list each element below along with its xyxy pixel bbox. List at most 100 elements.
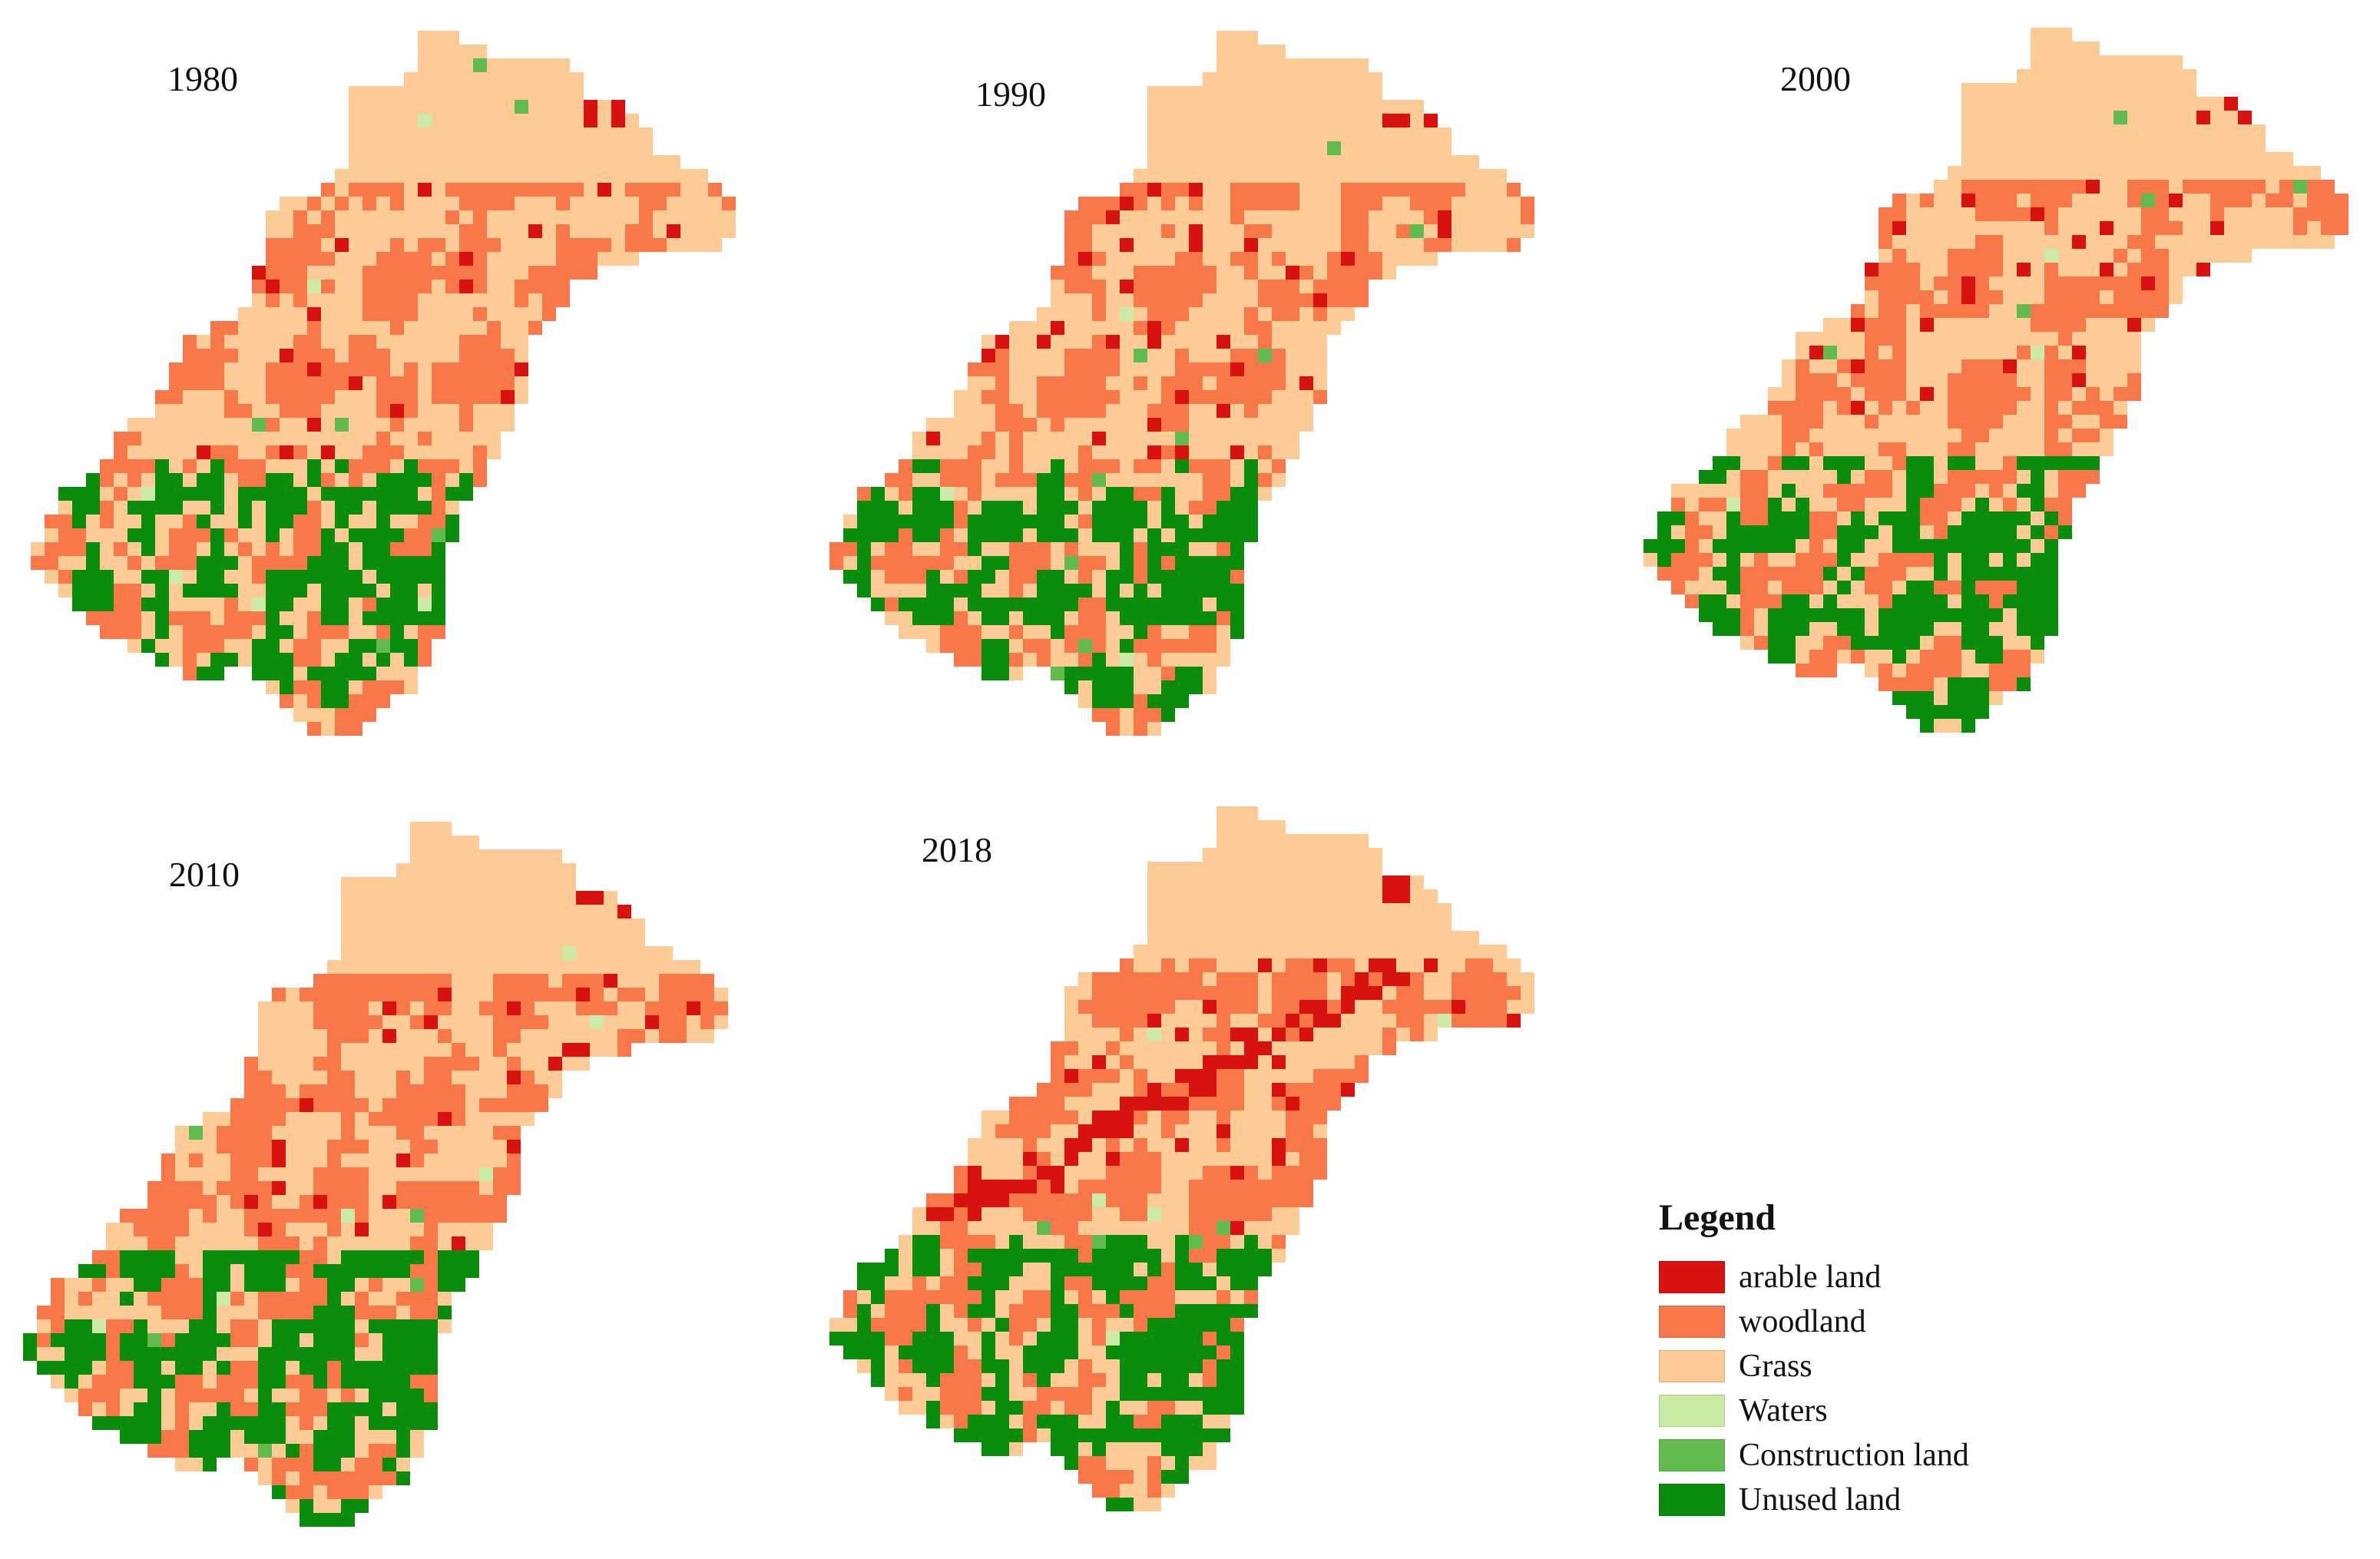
map-cell [452,1071,465,1084]
map-cell [981,473,995,487]
map-cell [1051,445,1064,459]
map-cell [1092,639,1106,653]
map-cell [1230,875,1244,889]
map-cell [1865,415,1879,429]
map-cell [659,946,673,960]
map-cell [272,1236,286,1250]
map-cell [390,542,404,556]
map-cell [78,1278,92,1292]
map-cell [1906,276,1920,290]
map-cell [1216,390,1230,404]
map-cell [1934,194,1948,207]
map-cell [611,127,625,141]
map-cell [1037,335,1051,349]
map-cell [1092,694,1106,708]
map-cell [479,1126,493,1140]
map-cell [1975,456,1989,470]
map-cell [1175,667,1189,680]
map-cell [382,1347,396,1361]
map-cell [926,459,940,473]
map-cell [1313,293,1327,307]
map-cell [127,501,141,515]
map-cell [899,542,912,556]
map-cell [459,238,473,252]
map-cell [1092,528,1106,542]
map-cell [479,1209,493,1223]
map-cell [432,528,445,542]
map-cell [2017,207,2031,221]
map-cell [1189,238,1203,252]
map-cell [189,1319,203,1333]
map-cell [120,1361,134,1375]
map-cell [224,432,238,445]
map-cell [410,849,424,863]
map-cell [1796,525,1809,539]
map-cell [238,335,252,349]
map-cell [1410,917,1424,931]
map-cell [1203,515,1216,528]
map-cell [189,1209,203,1223]
map-cell [2017,373,2031,387]
map-cell [1189,349,1203,362]
map-cell [2196,152,2210,166]
map-cell [2086,456,2100,470]
map-cell [327,1250,341,1264]
map-cell [694,169,708,183]
map-cell [280,349,293,362]
map-cell [120,1375,134,1389]
map-cell [1740,581,1754,594]
map-cell [1244,917,1258,931]
map-cell [321,653,335,667]
map-cell [1906,373,1920,387]
map-cell [515,376,528,390]
map-cell [114,459,127,473]
map-cell [1823,511,1837,525]
map-cell [390,183,404,197]
map-cell [183,376,197,390]
map-cell [382,1292,396,1306]
map-cell [438,1223,452,1236]
map-cell [611,169,625,183]
map-cell [189,1361,203,1375]
map-cell [2266,180,2279,194]
map-cell [1134,584,1147,597]
map-cell [542,280,556,293]
map-cell [2072,415,2086,429]
map-cell [258,1444,272,1458]
map-cell [321,321,335,335]
map-cell [1327,931,1341,945]
map-cell [307,611,321,625]
map-cell [1961,83,1975,97]
map-cell [1189,183,1203,197]
map-cell [1865,373,1879,387]
map-cell [404,280,418,293]
map-cell [1120,722,1134,736]
map-cell [1879,650,1892,664]
map-cell [528,114,542,127]
map-cell [1203,945,1216,958]
map-cell [1768,470,1782,484]
map-cell [100,542,114,556]
map-cell [1424,889,1438,903]
map-cell [2058,249,2072,263]
map-cell [2210,207,2224,221]
map-cell [1299,321,1313,335]
map-cell [355,932,369,946]
map-cell [114,473,127,487]
map-cell [217,1306,230,1319]
map-cell [418,473,432,487]
map-cell [1851,650,1865,664]
map-cell [2266,166,2279,180]
map-cell [362,694,376,708]
map-cell [452,1223,465,1236]
map-cell [1479,224,1493,238]
map-cell [1493,197,1507,210]
map-cell [2058,290,2072,304]
map-cell [479,974,493,988]
map-cell [445,528,459,542]
map-cell [272,988,286,1001]
map-cell [382,1223,396,1236]
map-cell [570,86,584,100]
map-cell [1452,958,1465,972]
map-cell [1286,210,1299,224]
